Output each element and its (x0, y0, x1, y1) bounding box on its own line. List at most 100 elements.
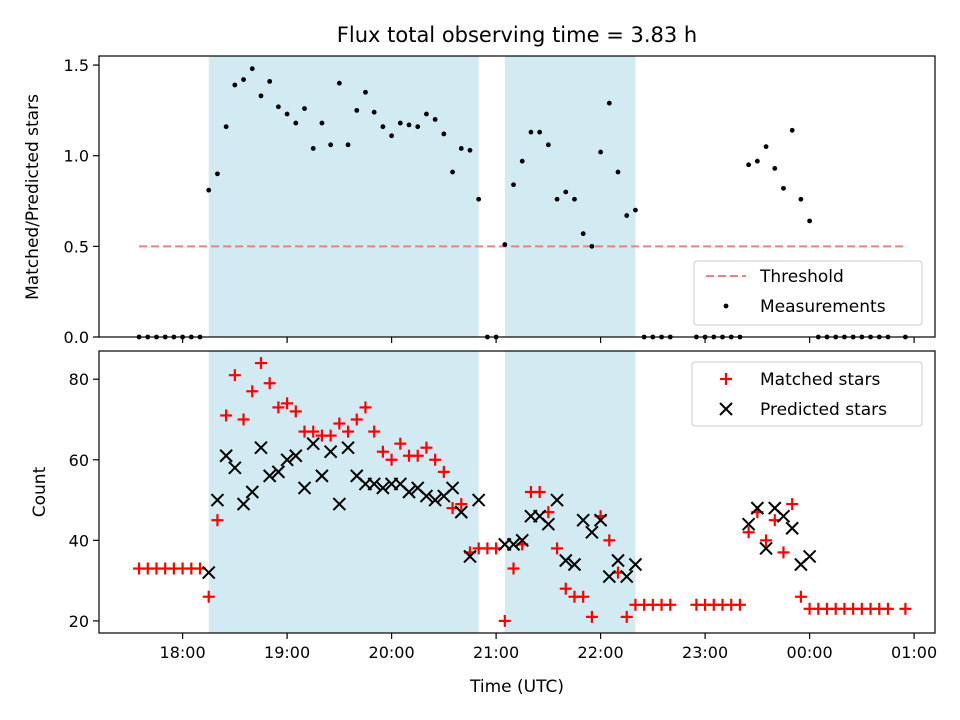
y-tick-label: 1.5 (64, 56, 89, 75)
matched-point (664, 598, 677, 611)
measurement-point (781, 185, 786, 191)
matched-point (603, 534, 616, 547)
measurement-point (371, 109, 377, 115)
predicted-point (620, 569, 634, 584)
matched-point (794, 590, 807, 603)
measurement-point (415, 124, 421, 130)
predicted-point (280, 453, 294, 467)
x-tick-label: 20:00 (369, 643, 415, 662)
measurements-legend-label: Measurements (760, 297, 886, 317)
x-tick-label: 00:00 (787, 643, 833, 662)
measurement-point (467, 147, 473, 153)
x-axis-label: Time (UTC) (469, 677, 564, 697)
y-tick-label: 40 (69, 531, 89, 550)
measurement-point (807, 218, 812, 224)
predicted-point (202, 565, 216, 580)
measurement-point (746, 162, 752, 168)
predicted-point (367, 477, 381, 491)
series-predicted-stars (202, 436, 817, 584)
predicted-point (567, 557, 582, 572)
measurement-point (606, 100, 612, 106)
matched-point (577, 590, 590, 603)
measurement-point (589, 243, 595, 249)
predicted-legend-swatch (719, 402, 733, 416)
measurement-point (572, 196, 577, 202)
predicted-point (428, 493, 442, 507)
measurement-point (258, 93, 264, 99)
matched-point (620, 610, 633, 623)
matched-point (394, 437, 407, 450)
matched-point (899, 602, 912, 615)
matched-point (507, 562, 520, 575)
measurement-point (328, 142, 334, 148)
matched-point (342, 425, 355, 438)
measurement-point (545, 142, 551, 148)
matched-point (385, 453, 398, 466)
matched-point (368, 425, 381, 438)
matched-point (760, 534, 773, 547)
predicted-point (750, 501, 765, 515)
top-y-axis-label: Matched/Predicted stars (23, 94, 43, 300)
measurement-point (528, 129, 534, 135)
predicted-point (776, 509, 791, 523)
measurement-point (789, 127, 795, 133)
predicted-point (454, 505, 468, 519)
matched-point (733, 598, 746, 611)
measurement-point (206, 187, 212, 193)
predicted-point (611, 553, 625, 568)
measurement-point (633, 207, 638, 213)
measurement-point (458, 146, 464, 151)
measurement-point (354, 107, 360, 113)
y-tick-label: 20 (69, 612, 89, 631)
measurement-point (215, 171, 220, 177)
predicted-point (802, 549, 817, 564)
y-tick-label: 60 (69, 451, 89, 470)
measurement-point (432, 117, 438, 122)
measurement-point (554, 196, 560, 202)
measurement-point (450, 169, 455, 175)
predicted-point (585, 525, 599, 539)
matched-point (254, 357, 267, 370)
matched-point (585, 610, 598, 623)
predicted-point (262, 469, 277, 483)
predicted-point (289, 449, 303, 463)
matched-point (742, 526, 755, 539)
x-tick-label: 01:00 (891, 643, 937, 662)
matched-point (429, 453, 442, 466)
x-tick-label: 19:00 (264, 643, 310, 662)
predicted-point (306, 436, 320, 451)
bottom-legend-box (691, 361, 923, 427)
measurement-point (345, 142, 351, 148)
measurement-point (798, 196, 804, 202)
measurement-point (424, 111, 429, 117)
predicted-point (445, 481, 460, 495)
matched-point (281, 397, 294, 410)
measurement-point (267, 78, 273, 84)
matched-legend-label: Matched stars (760, 370, 880, 390)
measurement-point (615, 169, 621, 175)
matched-point (228, 369, 241, 382)
matched-point (551, 542, 564, 555)
matched-point (333, 417, 346, 430)
shaded-band-0 (208, 56, 479, 337)
x-tick-label: 18:00 (160, 643, 206, 662)
predicted-point (323, 445, 338, 459)
matched-legend-swatch (720, 373, 732, 385)
matched-point (220, 409, 233, 422)
matched-point (437, 465, 450, 478)
matched-point (498, 614, 511, 627)
predicted-point (785, 521, 799, 535)
measurement-point (223, 124, 229, 130)
measurement-point (763, 144, 769, 150)
matched-point (307, 425, 320, 438)
measurement-point (397, 120, 403, 126)
matched-point (411, 449, 424, 462)
plot-frame (98, 350, 936, 634)
predicted-point (219, 449, 233, 463)
predicted-point (559, 553, 573, 568)
matched-point (786, 498, 799, 511)
measurement-point (336, 80, 342, 86)
measurement-point (319, 120, 325, 126)
predicted-point (228, 461, 242, 475)
